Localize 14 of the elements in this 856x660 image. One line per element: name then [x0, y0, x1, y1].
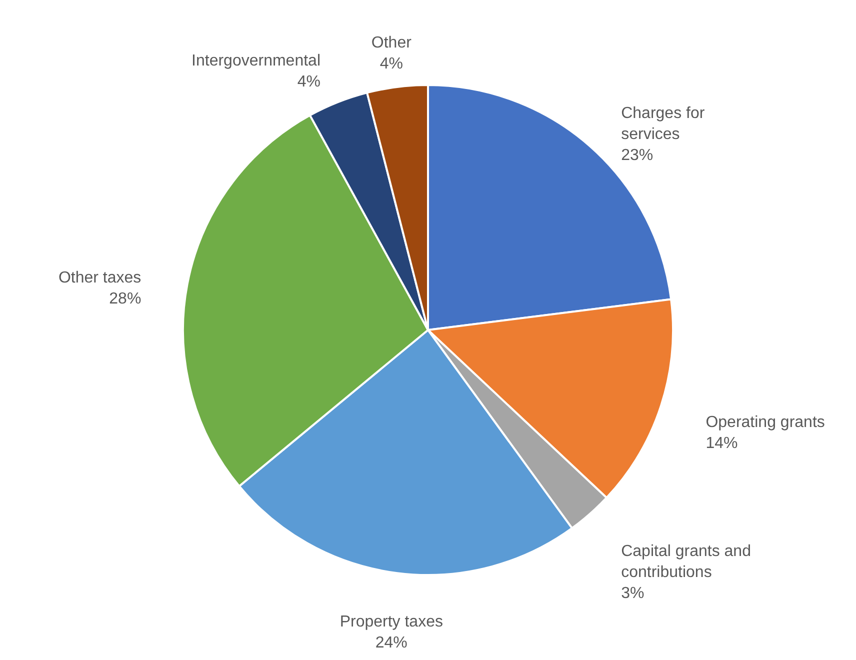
data-label: 4%	[380, 55, 403, 72]
data-label: 3%	[621, 585, 644, 602]
data-label: 24%	[375, 634, 408, 652]
slice-label: Operating grants	[706, 414, 825, 432]
data-label: 4%	[297, 74, 321, 91]
slice-label: Property taxes	[340, 614, 443, 631]
slice-label: Intergovernmental	[192, 52, 321, 70]
slice-label: Other	[371, 34, 412, 52]
data-label: 23%	[621, 146, 654, 164]
data-label: 28%	[109, 290, 142, 308]
slice-label: Charges for services	[621, 104, 706, 143]
slice-label: Capital grants and contributions	[621, 543, 751, 582]
slice-label: Other taxes	[58, 269, 142, 286]
data-label: 14%	[706, 435, 738, 452]
